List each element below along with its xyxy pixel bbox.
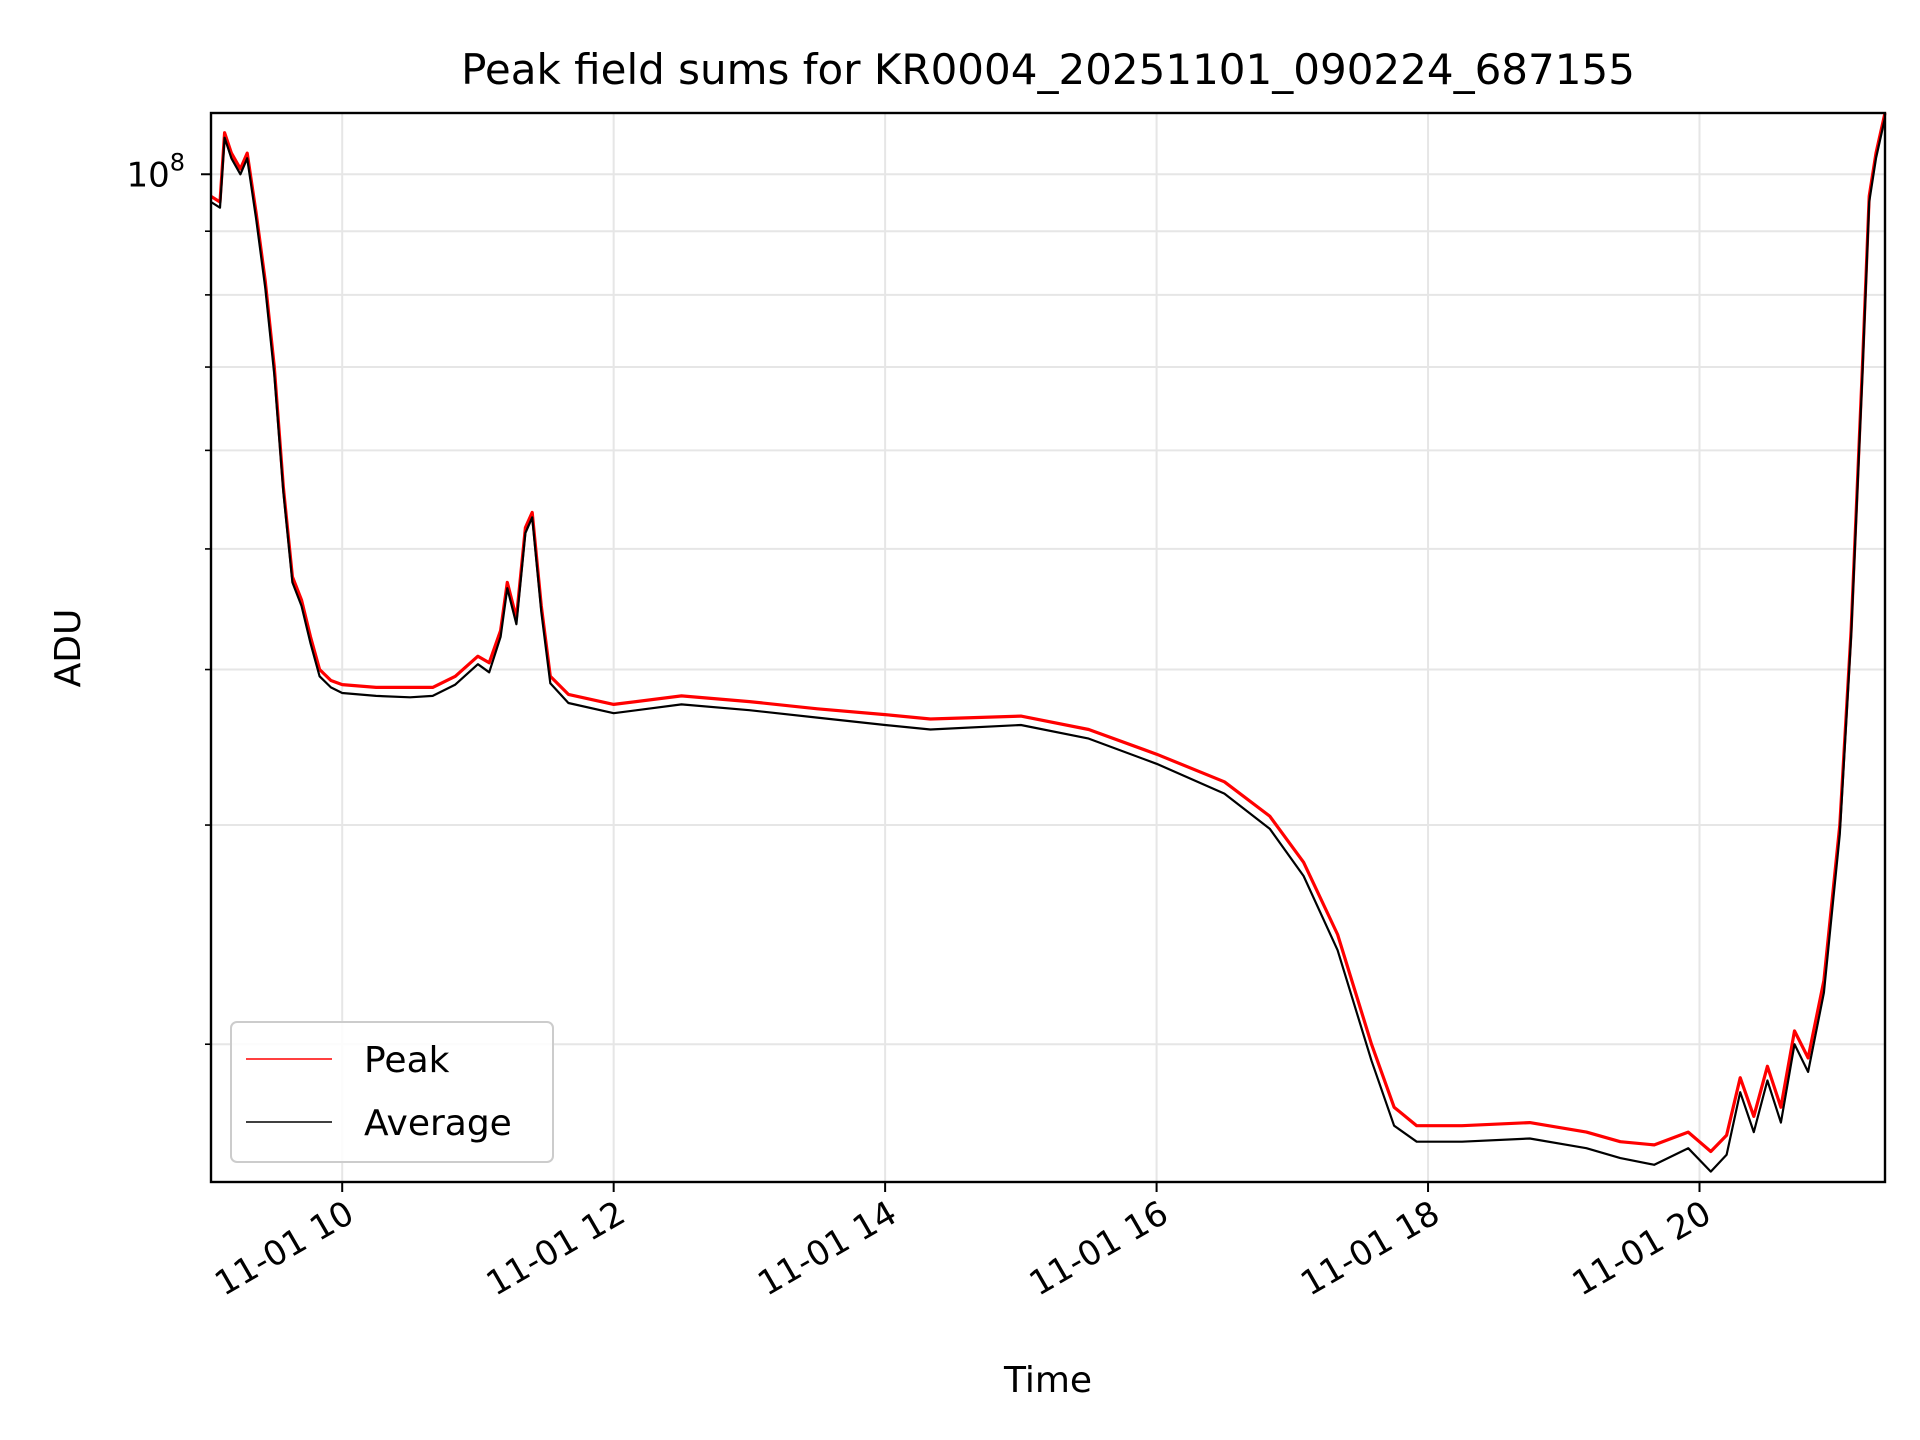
- legend: Peak Average: [230, 1021, 554, 1163]
- x-axis-label: Time: [1003, 1360, 1092, 1401]
- legend-label-peak: Peak: [364, 1040, 450, 1081]
- series-line-peak: [210, 112, 1887, 1154]
- plot-series: [210, 112, 1887, 1173]
- y-axis-label: ADU: [48, 609, 89, 688]
- legend-label-average: Average: [364, 1103, 512, 1144]
- plot-frame: [209, 111, 1887, 1184]
- series-line-average: [210, 117, 1887, 1173]
- legend-box: [230, 1021, 554, 1163]
- chart-title: Peak field sums for KR0004_20251101_0902…: [461, 45, 1635, 94]
